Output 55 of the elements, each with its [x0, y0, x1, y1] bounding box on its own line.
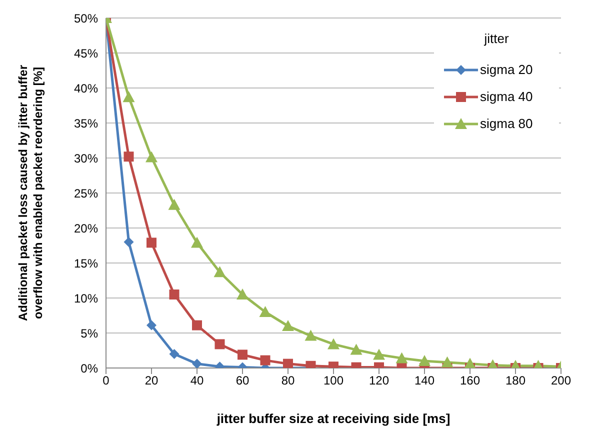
point [260, 355, 270, 366]
point [350, 344, 362, 355]
point [124, 237, 134, 247]
x-tick-label: 60 [236, 374, 250, 388]
legend-title: jitter [483, 31, 510, 46]
point [192, 320, 202, 330]
point [418, 355, 430, 366]
point [146, 151, 158, 162]
y-axis-title: Additional packet loss caused by jitter buffer overflow with enabled packet reordering [%] [16, 64, 45, 322]
point [169, 290, 180, 300]
point [146, 320, 156, 330]
point [304, 330, 317, 341]
x-tick-label: 100 [323, 374, 344, 388]
point [236, 288, 248, 300]
y-tick-label: 30% [74, 151, 98, 166]
legend-label: sigma 80 [480, 116, 533, 131]
y-tick-label: 20% [74, 221, 98, 236]
y-tick-label: 40% [74, 81, 98, 96]
point [146, 238, 156, 248]
y-tick-label: 5% [80, 326, 98, 340]
point [168, 198, 180, 210]
point [328, 338, 340, 350]
point [124, 152, 134, 162]
point [282, 320, 294, 331]
y-tick-label: 25% [74, 186, 98, 200]
point [169, 349, 180, 359]
point [373, 348, 385, 360]
y-tick-label: 15% [74, 256, 98, 270]
x-tick-label: 140 [414, 374, 435, 388]
point [283, 358, 293, 368]
point [259, 306, 272, 317]
x-tick-label: 20 [144, 374, 158, 388]
y-tick-label: 10% [74, 291, 98, 306]
point [441, 356, 454, 368]
y-tick-label: 50% [74, 11, 98, 26]
x-tick-label: 40 [190, 374, 204, 388]
point [192, 358, 202, 368]
point [464, 358, 476, 368]
x-tick-label: 80 [281, 374, 295, 388]
point [214, 266, 226, 278]
legend-label: sigma 20 [480, 62, 533, 77]
x-tick-label: 160 [460, 374, 480, 388]
x-axis-title: jitter buffer size at receiving side [ms] [216, 411, 450, 426]
point [214, 339, 225, 350]
point [191, 236, 203, 248]
y-tick-label: 35% [74, 116, 98, 130]
point [396, 352, 408, 364]
point [238, 350, 248, 360]
y-tick-label: 45% [74, 46, 98, 60]
x-tick-label: 0 [102, 374, 110, 388]
legend-label: sigma 40 [480, 89, 533, 104]
x-tick-label: 120 [368, 374, 390, 388]
x-tick-label: 200 [550, 374, 572, 388]
x-tick-label: 180 [505, 374, 526, 388]
y-tick-label: 0% [80, 361, 98, 376]
